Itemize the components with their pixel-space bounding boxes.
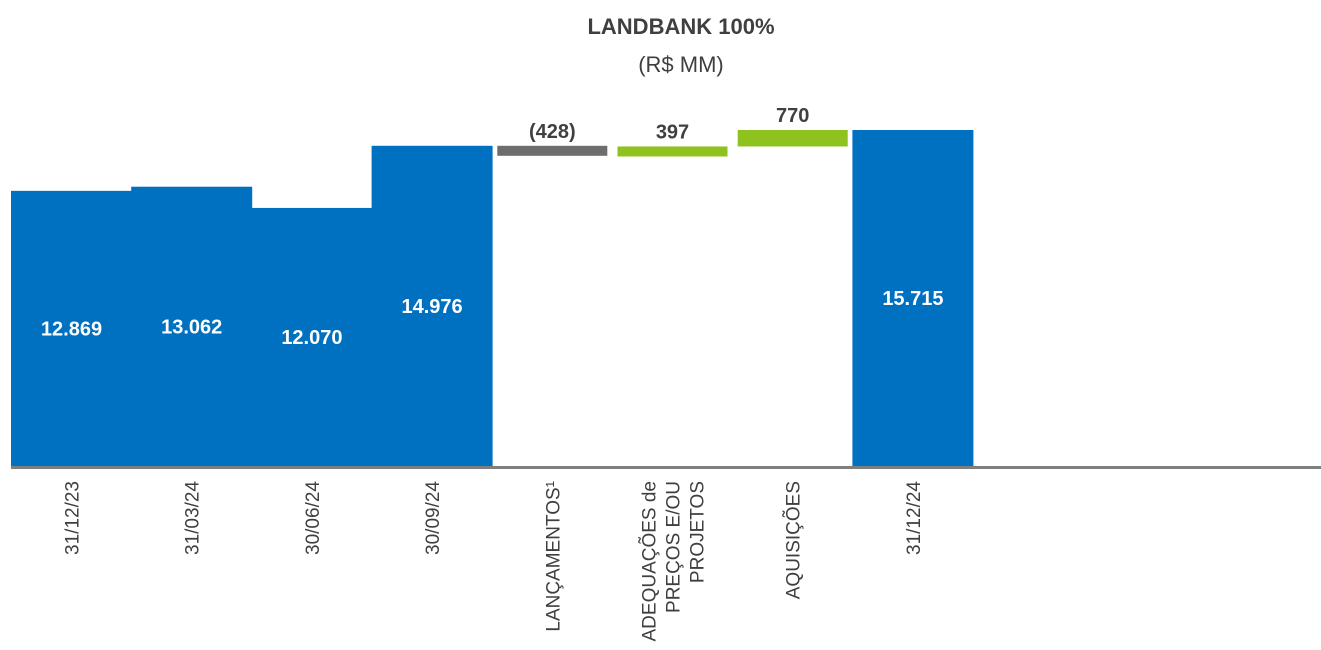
chart-subtitle: (R$ MM) [638, 52, 724, 77]
bar-3 [371, 145, 493, 466]
bar-0 [11, 190, 132, 466]
category-label-2: 30/06/24 [303, 481, 324, 555]
bar-value-label-2: 12.070 [281, 327, 342, 349]
category-label-5-1: PREÇOS E/OU [664, 481, 685, 613]
bar-value-label-5: 397 [656, 121, 689, 143]
bar-value-label-7: 15.715 [882, 288, 943, 310]
category-label-5-0: ADEQUAÇÕES de [639, 481, 661, 642]
category-label-1: 31/03/24 [183, 481, 204, 555]
bar-value-label-6: 770 [776, 105, 809, 127]
category-label-6: AQUISIÇÕES [783, 481, 805, 599]
chart-title: LANDBANK 100% [587, 14, 775, 39]
bar-1 [131, 186, 253, 466]
category-label-0: 31/12/23 [63, 481, 84, 555]
bar-7 [852, 130, 974, 466]
bar-6 [737, 130, 848, 147]
bar-4 [497, 145, 608, 156]
bar-value-label-3: 14.976 [402, 296, 463, 318]
bar-value-label-0: 12.869 [41, 318, 102, 340]
category-label-5-2: PROJETOS [688, 481, 709, 583]
bar-value-label-1: 13.062 [161, 316, 222, 338]
category-label-3: 30/09/24 [423, 481, 444, 555]
bar-5 [617, 146, 728, 157]
category-label-7: 31/12/24 [904, 481, 925, 555]
category-label-4: LANÇAMENTOS¹ [543, 481, 564, 632]
bar-value-label-4: (428) [529, 121, 576, 143]
bar-2 [251, 207, 373, 467]
